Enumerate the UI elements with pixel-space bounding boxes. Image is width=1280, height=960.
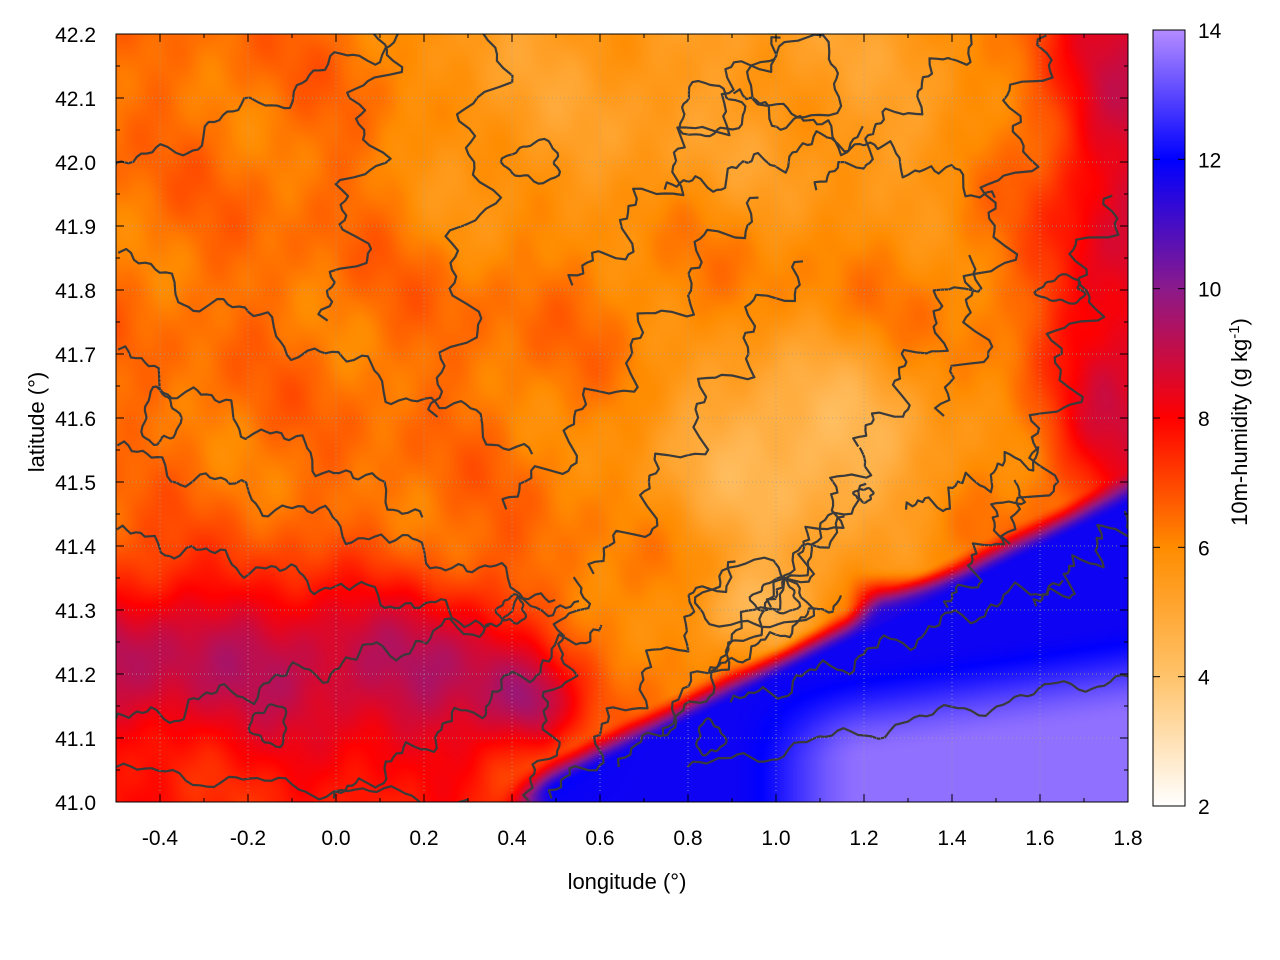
contour-line: [663, 125, 864, 193]
contour-line: [117, 247, 534, 455]
contour-loop: [852, 487, 875, 504]
y-axis-label: latitude (°): [24, 372, 49, 473]
contour-line: [852, 254, 983, 448]
x-tick-label: 0.2: [409, 827, 438, 850]
contour-line: [567, 36, 781, 286]
contour-line: [1000, 194, 1120, 545]
contour-line: [707, 594, 843, 673]
contour-line: [427, 34, 514, 418]
contour-line: [116, 440, 556, 604]
colorbar-tick-label: 10: [1198, 279, 1221, 302]
colorbar-tick-label: 2: [1198, 796, 1210, 819]
contour-line: [1032, 510, 1128, 607]
contour-line: [522, 576, 592, 802]
contour-loop: [748, 576, 802, 615]
y-tick-label: 41.5: [55, 472, 96, 495]
x-tick-label: 0.0: [321, 827, 350, 850]
x-tick-label: 0.4: [497, 827, 527, 850]
colorbar-tick-label: 8: [1198, 408, 1210, 431]
grid-lines: [116, 34, 1128, 802]
contour-loop: [140, 385, 183, 446]
y-tick-label: 41.2: [55, 664, 96, 687]
y-axis-ticks: 41.0 41.1 41.2 41.3 41.4 41.5 41.6 41.7 41.8 41.9…: [55, 24, 1128, 815]
y-tick-label: 42.0: [55, 152, 96, 175]
y-tick-label: 41.4: [55, 536, 96, 559]
contour-loop: [678, 79, 747, 138]
x-tick-label: -0.4: [142, 827, 179, 850]
y-tick-label: 42.1: [55, 88, 96, 111]
contour-line: [116, 524, 490, 629]
contour-loop: [247, 703, 288, 749]
contour-line: [904, 446, 1040, 513]
colorbar-tick-label: 6: [1198, 537, 1210, 560]
contour-line: [116, 762, 469, 802]
x-tick-label: 1.2: [849, 827, 878, 850]
x-tick-label: 1.0: [761, 827, 790, 850]
x-axis-label: longitude (°): [568, 869, 687, 894]
y-tick-label: 41.3: [55, 600, 96, 623]
y-tick-label: 41.6: [55, 408, 96, 431]
colorbar-label-end: ): [1227, 318, 1252, 325]
y-tick-label: 41.0: [55, 792, 96, 815]
contour-line: [116, 34, 400, 168]
contour-line: [332, 624, 603, 799]
contour-line: [942, 479, 1027, 609]
x-tick-label: 1.6: [1025, 827, 1054, 850]
colorbar-ticks: 2 4 6 8 10 12 14: [1153, 20, 1222, 819]
x-tick-label: 0.8: [673, 827, 702, 850]
y-tick-label: 42.2: [55, 24, 96, 47]
contour-line: [317, 34, 404, 322]
contour-line: [116, 594, 580, 724]
colorbar-tick-label: 12: [1198, 149, 1221, 172]
y-tick-label: 41.7: [55, 344, 96, 367]
contour-line: [732, 88, 996, 199]
x-axis-ticks: -0.4 -0.2 0.0 0.2 0.4 0.6 0.8 1.0 1.2 1.4 1.6 1.8: [115, 34, 1143, 850]
contour-line: [686, 673, 1128, 768]
colorbar-tick-label: 14: [1198, 20, 1222, 43]
colorbar-label-main: 10m-humidity (g kg: [1227, 339, 1252, 526]
colorbar-tick-label: 4: [1198, 667, 1210, 690]
contour-line: [547, 560, 736, 799]
y-tick-label: 41.8: [55, 280, 96, 303]
y-tick-label: 41.1: [55, 728, 96, 751]
y-tick-label: 41.9: [55, 216, 96, 239]
contour-line: [933, 34, 1054, 417]
contour-lines: [116, 34, 1128, 802]
x-tick-label: 1.8: [1113, 827, 1142, 850]
contour-line: [587, 260, 804, 575]
plot-area: [116, 34, 1128, 802]
contour-loop: [693, 556, 816, 629]
x-tick-label: 0.6: [585, 827, 614, 850]
colorbar-label: 10m-humidity (g kg-1): [1226, 318, 1252, 526]
colorbar-label-superscript: -1: [1226, 325, 1243, 338]
x-tick-label: -0.2: [230, 827, 266, 850]
x-tick-label: 1.4: [937, 827, 967, 850]
contour-loop: [494, 593, 528, 625]
contour-line: [501, 196, 759, 510]
contour-line: [729, 579, 1064, 703]
contour-loop: [695, 717, 728, 757]
contour-loop: [746, 34, 843, 119]
